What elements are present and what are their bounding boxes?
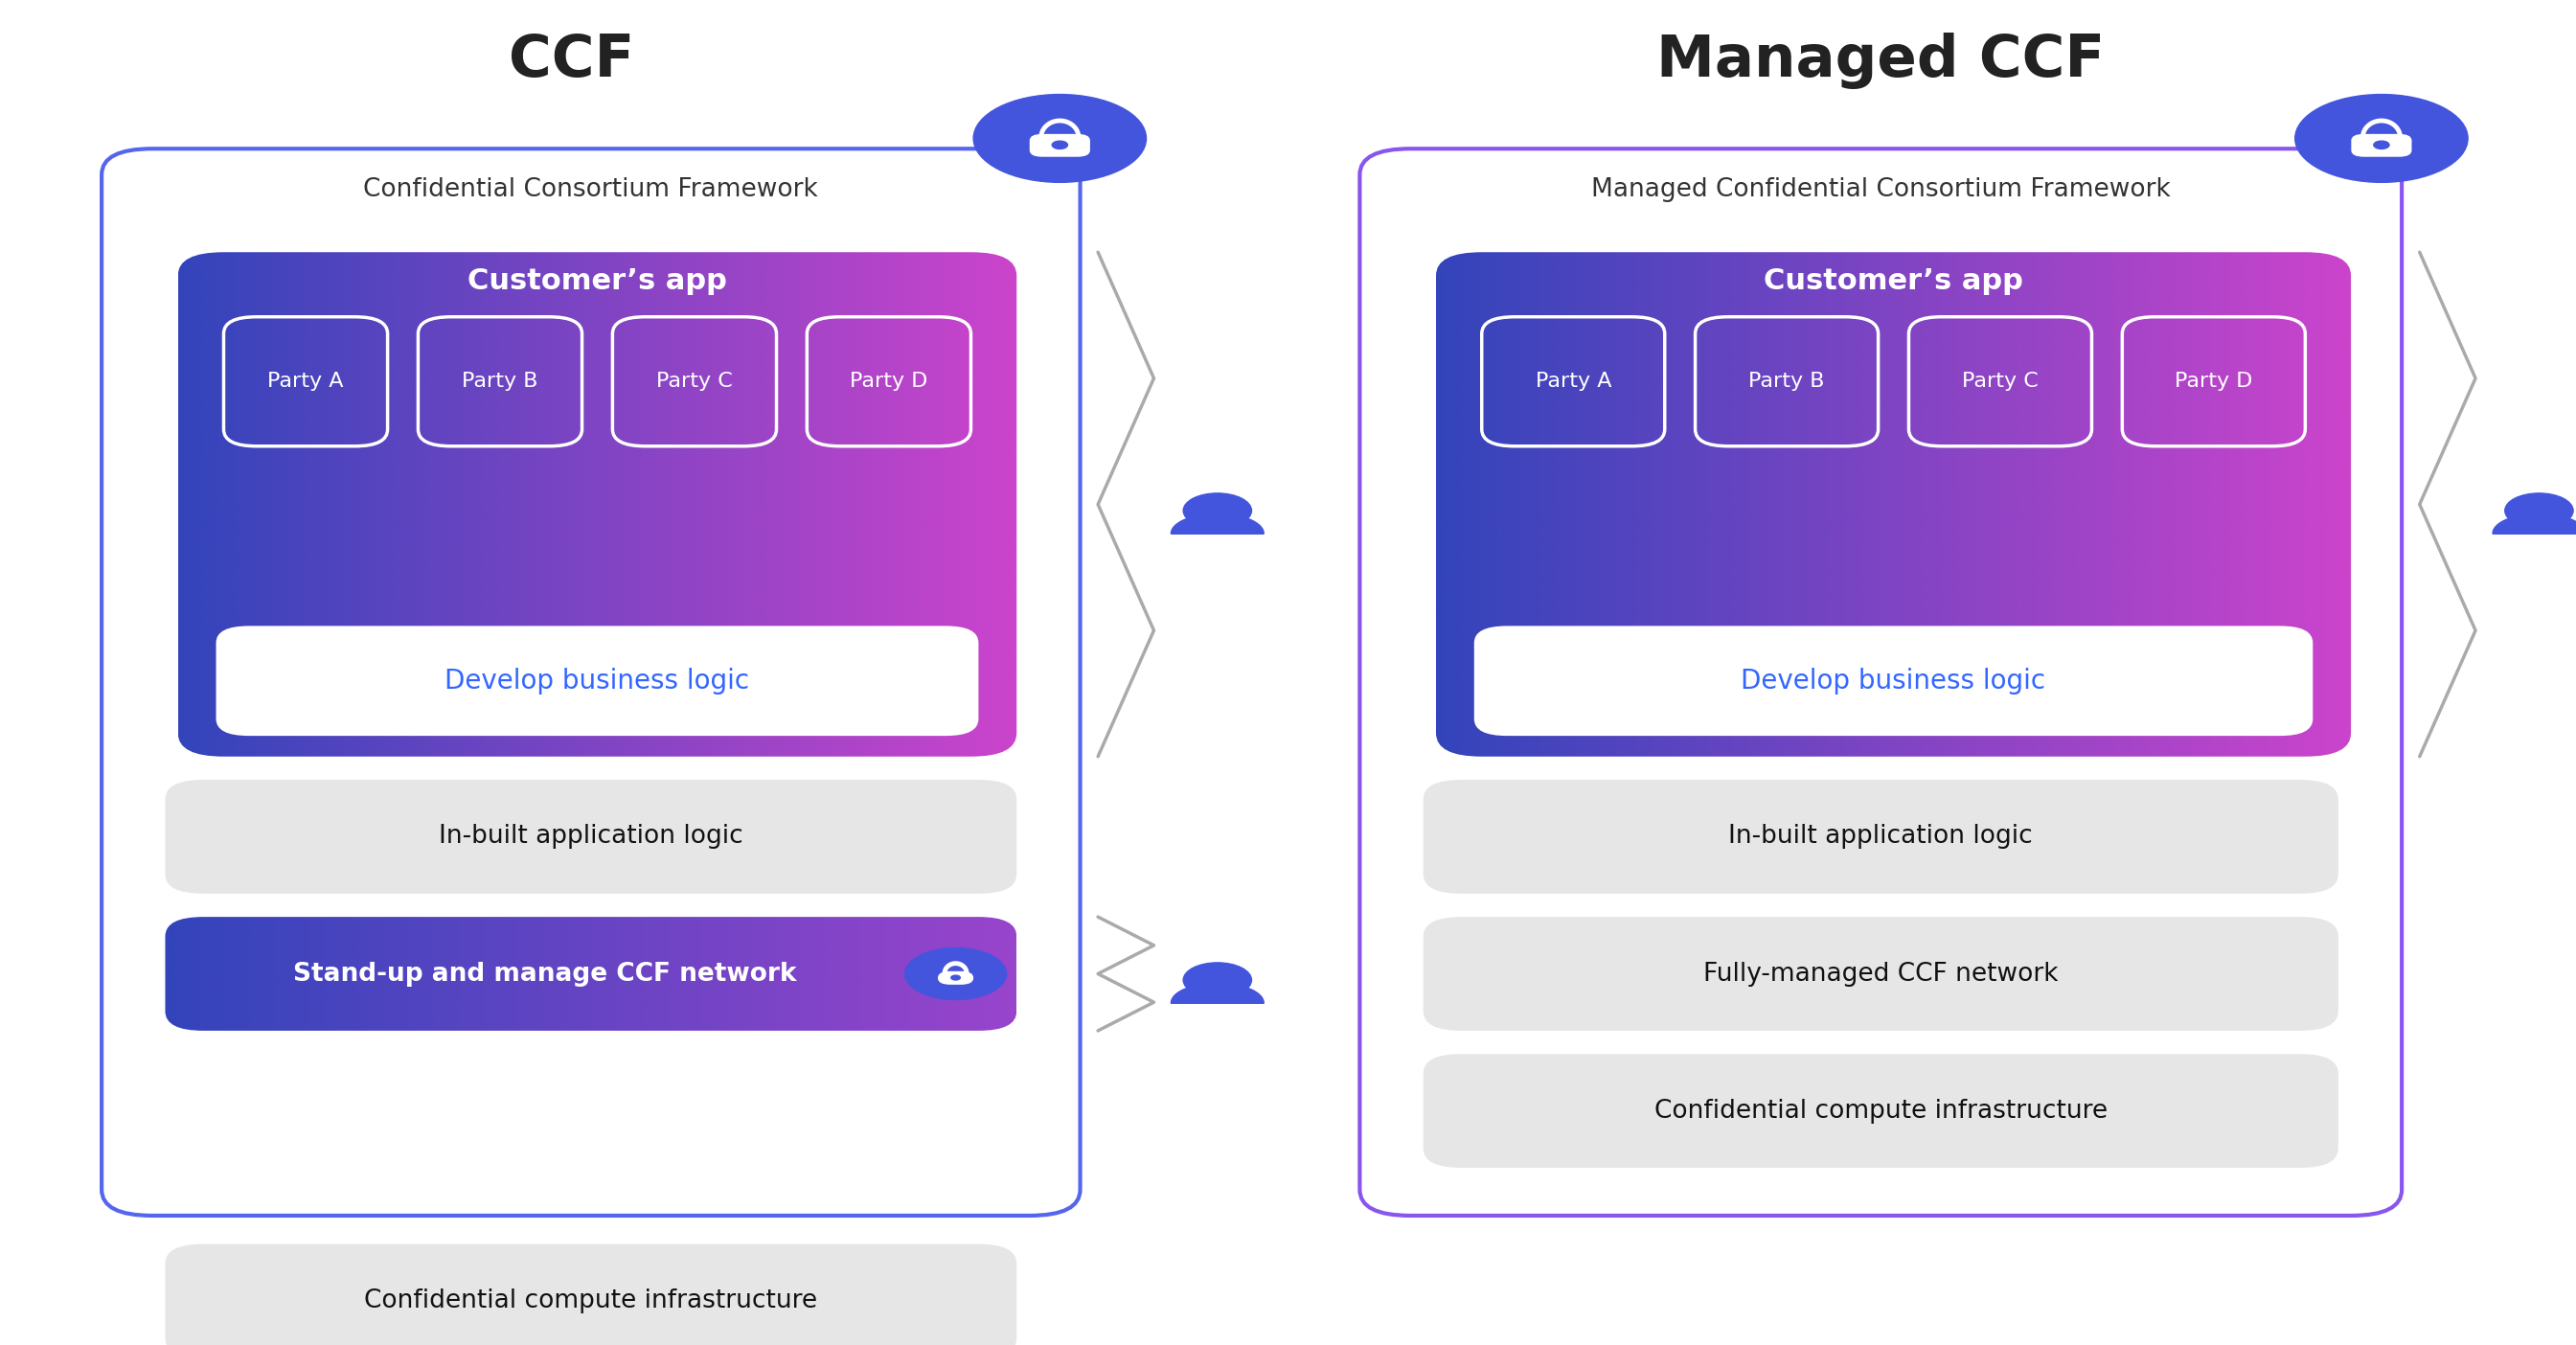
Text: Confidential Consortium Framework: Confidential Consortium Framework	[363, 178, 819, 202]
Text: Managed CCF: Managed CCF	[1656, 32, 2105, 89]
FancyBboxPatch shape	[1425, 1054, 2339, 1167]
Text: Party A: Party A	[1535, 373, 1613, 391]
Circle shape	[1051, 141, 1066, 149]
Text: Customer’s app: Customer’s app	[1765, 268, 2022, 296]
Text: Develop business logic: Develop business logic	[1741, 667, 2045, 694]
FancyBboxPatch shape	[100, 149, 1079, 1216]
Text: Party B: Party B	[1749, 373, 1824, 391]
Circle shape	[951, 975, 961, 981]
Circle shape	[1182, 963, 1252, 998]
Text: Party D: Party D	[850, 373, 927, 391]
FancyBboxPatch shape	[165, 1244, 1018, 1345]
FancyBboxPatch shape	[165, 780, 1018, 893]
Text: Customer’s app: Customer’s app	[466, 268, 726, 296]
Circle shape	[2372, 141, 2388, 149]
Text: In-built application logic: In-built application logic	[438, 824, 742, 849]
Text: Managed Confidential Consortium Framework: Managed Confidential Consortium Framewor…	[1592, 178, 2172, 202]
Circle shape	[1182, 494, 1252, 529]
Text: Party A: Party A	[268, 373, 343, 391]
Text: Party D: Party D	[2174, 373, 2251, 391]
Circle shape	[2504, 494, 2573, 529]
FancyBboxPatch shape	[938, 971, 974, 985]
FancyBboxPatch shape	[1425, 917, 2339, 1030]
Circle shape	[974, 94, 1146, 183]
FancyBboxPatch shape	[1360, 149, 2401, 1216]
FancyBboxPatch shape	[216, 625, 979, 736]
Polygon shape	[1172, 983, 1265, 1003]
FancyBboxPatch shape	[2352, 134, 2411, 157]
Text: Party B: Party B	[461, 373, 538, 391]
Text: Party C: Party C	[657, 373, 732, 391]
Text: CCF: CCF	[510, 32, 634, 89]
Circle shape	[2295, 94, 2468, 183]
Text: Confidential compute infrastructure: Confidential compute infrastructure	[1654, 1099, 2107, 1123]
Circle shape	[904, 948, 1007, 999]
Text: Develop business logic: Develop business logic	[446, 667, 750, 694]
Text: Fully-managed CCF network: Fully-managed CCF network	[1703, 962, 2058, 986]
Text: Party C: Party C	[1963, 373, 2038, 391]
Text: Stand-up and manage CCF network: Stand-up and manage CCF network	[294, 962, 796, 986]
FancyBboxPatch shape	[1425, 780, 2339, 893]
FancyBboxPatch shape	[1030, 134, 1090, 157]
Polygon shape	[1172, 514, 1265, 534]
FancyBboxPatch shape	[1473, 625, 2313, 736]
Polygon shape	[2494, 514, 2576, 534]
Text: In-built application logic: In-built application logic	[1728, 824, 2032, 849]
Text: Confidential compute infrastructure: Confidential compute infrastructure	[363, 1289, 817, 1314]
